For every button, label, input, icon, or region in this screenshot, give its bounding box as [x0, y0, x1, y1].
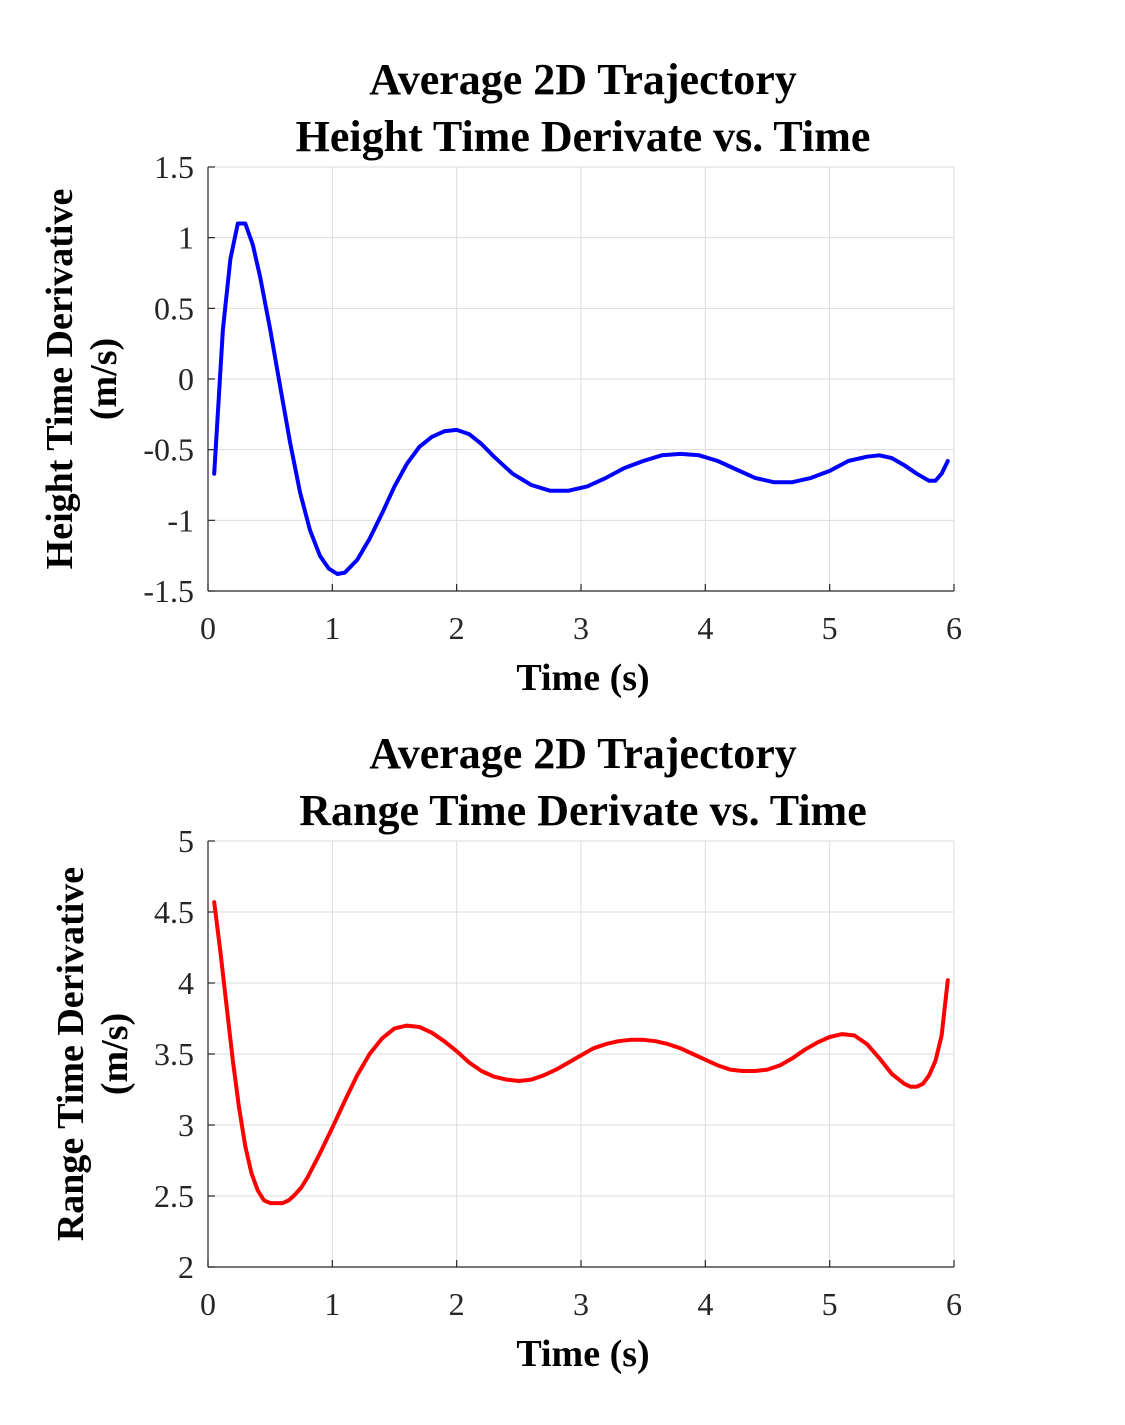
x-tick-label: 4	[697, 610, 713, 646]
x-tick-label: 2	[449, 1286, 465, 1322]
x-ticks: 0 1 2 3 4 5 6	[200, 1260, 962, 1322]
x-axis-label: Time (s)	[516, 657, 649, 699]
chart-title-line2: Height Time Derivate vs. Time	[296, 112, 871, 161]
y-tick-label: 4.5	[154, 894, 194, 930]
x-tick-label: 0	[200, 1286, 216, 1322]
y-tick-label: 1.5	[154, 149, 194, 185]
x-tick-label: 0	[200, 610, 216, 646]
height-derivative-line	[212, 221, 950, 576]
y-tick-label: 0.5	[154, 290, 194, 326]
y-axis-label-line1: Height Time Derivative	[39, 189, 81, 570]
range-derivative-chart: Average 2D Trajectory Range Time Derivat…	[50, 729, 962, 1375]
x-tick-label: 6	[946, 1286, 962, 1322]
grid	[207, 166, 955, 592]
x-tick-label: 1	[324, 610, 340, 646]
y-tick-label: 3	[178, 1107, 194, 1143]
y-tick-label: 1	[178, 220, 194, 256]
x-tick-label: 2	[449, 610, 465, 646]
range-derivative-line	[212, 900, 950, 1206]
x-ticks: 0 1 2 3 4 5 6	[200, 584, 962, 646]
y-axis-label-line1: Range Time Derivative	[50, 867, 92, 1241]
x-tick-label: 4	[697, 1286, 713, 1322]
x-axis-label: Time (s)	[516, 1333, 649, 1375]
y-tick-label: 3.5	[154, 1036, 194, 1072]
y-tick-label: 0	[178, 361, 194, 397]
chart-title-line2: Range Time Derivate vs. Time	[299, 786, 866, 835]
y-ticks: -1.5 -1 -0.5 0 0.5 1 1.5	[143, 149, 215, 609]
y-tick-label: -0.5	[143, 432, 194, 468]
chart-title-line1: Average 2D Trajectory	[369, 729, 797, 778]
y-tick-label: -1.5	[143, 573, 194, 609]
y-tick-label: -1	[167, 502, 194, 538]
y-tick-label: 2.5	[154, 1178, 194, 1214]
x-tick-label: 1	[324, 1286, 340, 1322]
x-tick-label: 3	[573, 1286, 589, 1322]
y-axis-label-line2: (m/s)	[94, 1013, 136, 1095]
height-derivative-chart: Average 2D Trajectory Height Time Deriva…	[39, 55, 962, 699]
x-tick-label: 5	[822, 610, 838, 646]
y-ticks: 2 2.5 3 3.5 4 4.5 5	[154, 823, 215, 1285]
chart-title-line1: Average 2D Trajectory	[369, 55, 797, 104]
y-tick-label: 2	[178, 1249, 194, 1285]
y-tick-label: 5	[178, 823, 194, 859]
y-axis-label-line2: (m/s)	[83, 338, 125, 420]
y-tick-label: 4	[178, 965, 194, 1001]
x-tick-label: 6	[946, 610, 962, 646]
x-tick-label: 5	[822, 1286, 838, 1322]
x-tick-label: 3	[573, 610, 589, 646]
